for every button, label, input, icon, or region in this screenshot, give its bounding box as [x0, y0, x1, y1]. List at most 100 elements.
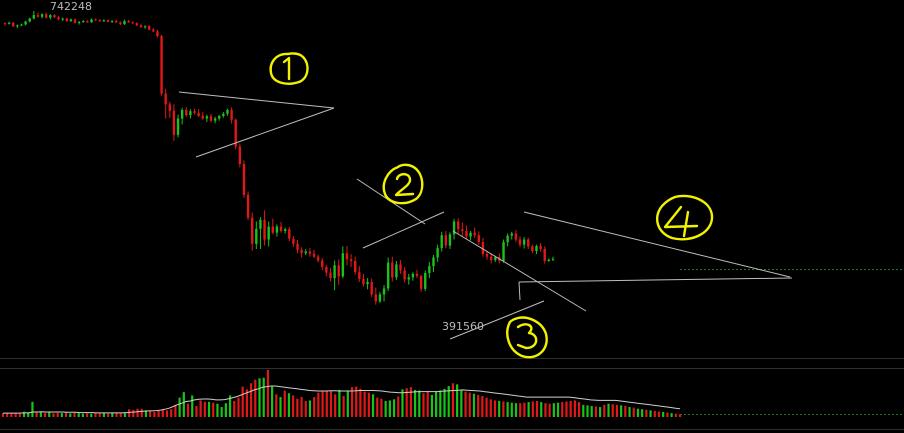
- volume-bar: [531, 401, 534, 417]
- candle-body: [535, 245, 538, 252]
- candle-body: [45, 14, 48, 18]
- candle-body: [28, 18, 31, 22]
- candle-body: [366, 282, 369, 285]
- candle-body: [316, 256, 320, 261]
- candle-body: [321, 260, 324, 267]
- candle-body: [90, 19, 93, 23]
- low-price-label: 391560: [442, 320, 484, 333]
- volume-bar: [506, 402, 509, 417]
- volume-bar: [245, 389, 248, 417]
- candle-body: [168, 104, 171, 111]
- candle-body: [494, 257, 497, 261]
- candle-body: [382, 288, 386, 295]
- candle-body: [432, 257, 435, 267]
- triangle-4-upper: [523, 211, 791, 278]
- candle-body: [457, 221, 460, 230]
- volume-bar: [342, 395, 345, 417]
- candle-body: [193, 111, 196, 113]
- candle-body: [325, 266, 328, 273]
- volume-bar: [39, 411, 42, 417]
- candle-body: [407, 277, 410, 280]
- volume-bar: [477, 394, 480, 417]
- volume-bar: [157, 410, 160, 417]
- candle-body: [411, 273, 415, 278]
- candle-body: [473, 232, 476, 236]
- volume-bar: [308, 400, 312, 417]
- candle-body: [481, 242, 485, 255]
- candle-body: [312, 253, 316, 257]
- candle-body: [448, 234, 452, 246]
- volume-bar: [447, 386, 450, 417]
- candle-body: [428, 266, 431, 273]
- candle-body: [123, 21, 126, 25]
- candle-body: [209, 116, 213, 121]
- volume-bar: [443, 388, 446, 417]
- volume-bar: [292, 395, 295, 417]
- candle-body: [304, 251, 307, 254]
- volume-bar: [523, 402, 526, 417]
- volume-bar: [111, 413, 114, 417]
- volume-bar: [300, 397, 303, 417]
- volume-bar: [262, 377, 265, 417]
- volume-bar: [321, 391, 324, 417]
- candle-body: [49, 15, 52, 18]
- triangle-3-lower: [449, 300, 545, 340]
- volume-bar: [666, 412, 669, 417]
- candle-body: [205, 116, 209, 119]
- candle-body: [300, 249, 303, 254]
- candle-body: [502, 242, 505, 261]
- volume-bar: [283, 390, 286, 417]
- candle-body: [308, 251, 312, 254]
- candle-body: [288, 229, 291, 239]
- volume-bar: [170, 409, 173, 417]
- volume-bar: [178, 397, 181, 417]
- candle-body: [547, 259, 551, 261]
- candle-body: [102, 20, 106, 22]
- volume-bar: [90, 413, 93, 417]
- volume-bar: [266, 370, 270, 417]
- candle-body: [251, 217, 254, 244]
- candle-body: [378, 294, 382, 302]
- candle-body: [218, 115, 221, 119]
- candle-body: [391, 262, 394, 278]
- volume-bar: [186, 403, 190, 417]
- candle-body: [465, 230, 468, 237]
- candle-body: [415, 273, 419, 277]
- volume-bar: [144, 410, 148, 417]
- candle-body: [24, 21, 27, 25]
- candle-body: [444, 235, 448, 246]
- candle-body: [349, 259, 353, 261]
- volume-bar: [586, 405, 589, 417]
- volume-bar: [254, 379, 257, 417]
- candle-body: [271, 226, 274, 233]
- volume-bar: [10, 413, 13, 417]
- candle-body: [551, 258, 555, 260]
- volume-bar: [52, 413, 55, 417]
- candle-body: [296, 243, 299, 250]
- candle-body: [131, 22, 134, 24]
- volume-bar: [363, 391, 366, 417]
- candle-body: [53, 15, 56, 18]
- candle-body: [65, 18, 68, 22]
- volume-bar: [519, 403, 522, 417]
- volume-bar: [304, 400, 307, 417]
- volume-bars: [1, 370, 682, 417]
- candle-body: [69, 19, 73, 22]
- volume-bar: [128, 409, 131, 417]
- candle-body: [139, 25, 143, 28]
- volume-bar: [510, 402, 513, 417]
- annotation-4: [656, 194, 714, 241]
- candle-body: [329, 272, 332, 279]
- volume-bar: [85, 413, 89, 417]
- volume-bar: [22, 411, 26, 417]
- volume-bar: [207, 401, 211, 417]
- volume-bar: [191, 395, 194, 417]
- volume-bar: [296, 398, 299, 417]
- volume-bar: [18, 413, 21, 417]
- triangle-4-left-edge: [518, 281, 521, 301]
- volume-bar: [69, 413, 72, 417]
- volume-bar: [464, 391, 467, 417]
- volume-bar: [678, 414, 682, 417]
- candle-body: [531, 246, 534, 252]
- volume-bar: [43, 412, 47, 417]
